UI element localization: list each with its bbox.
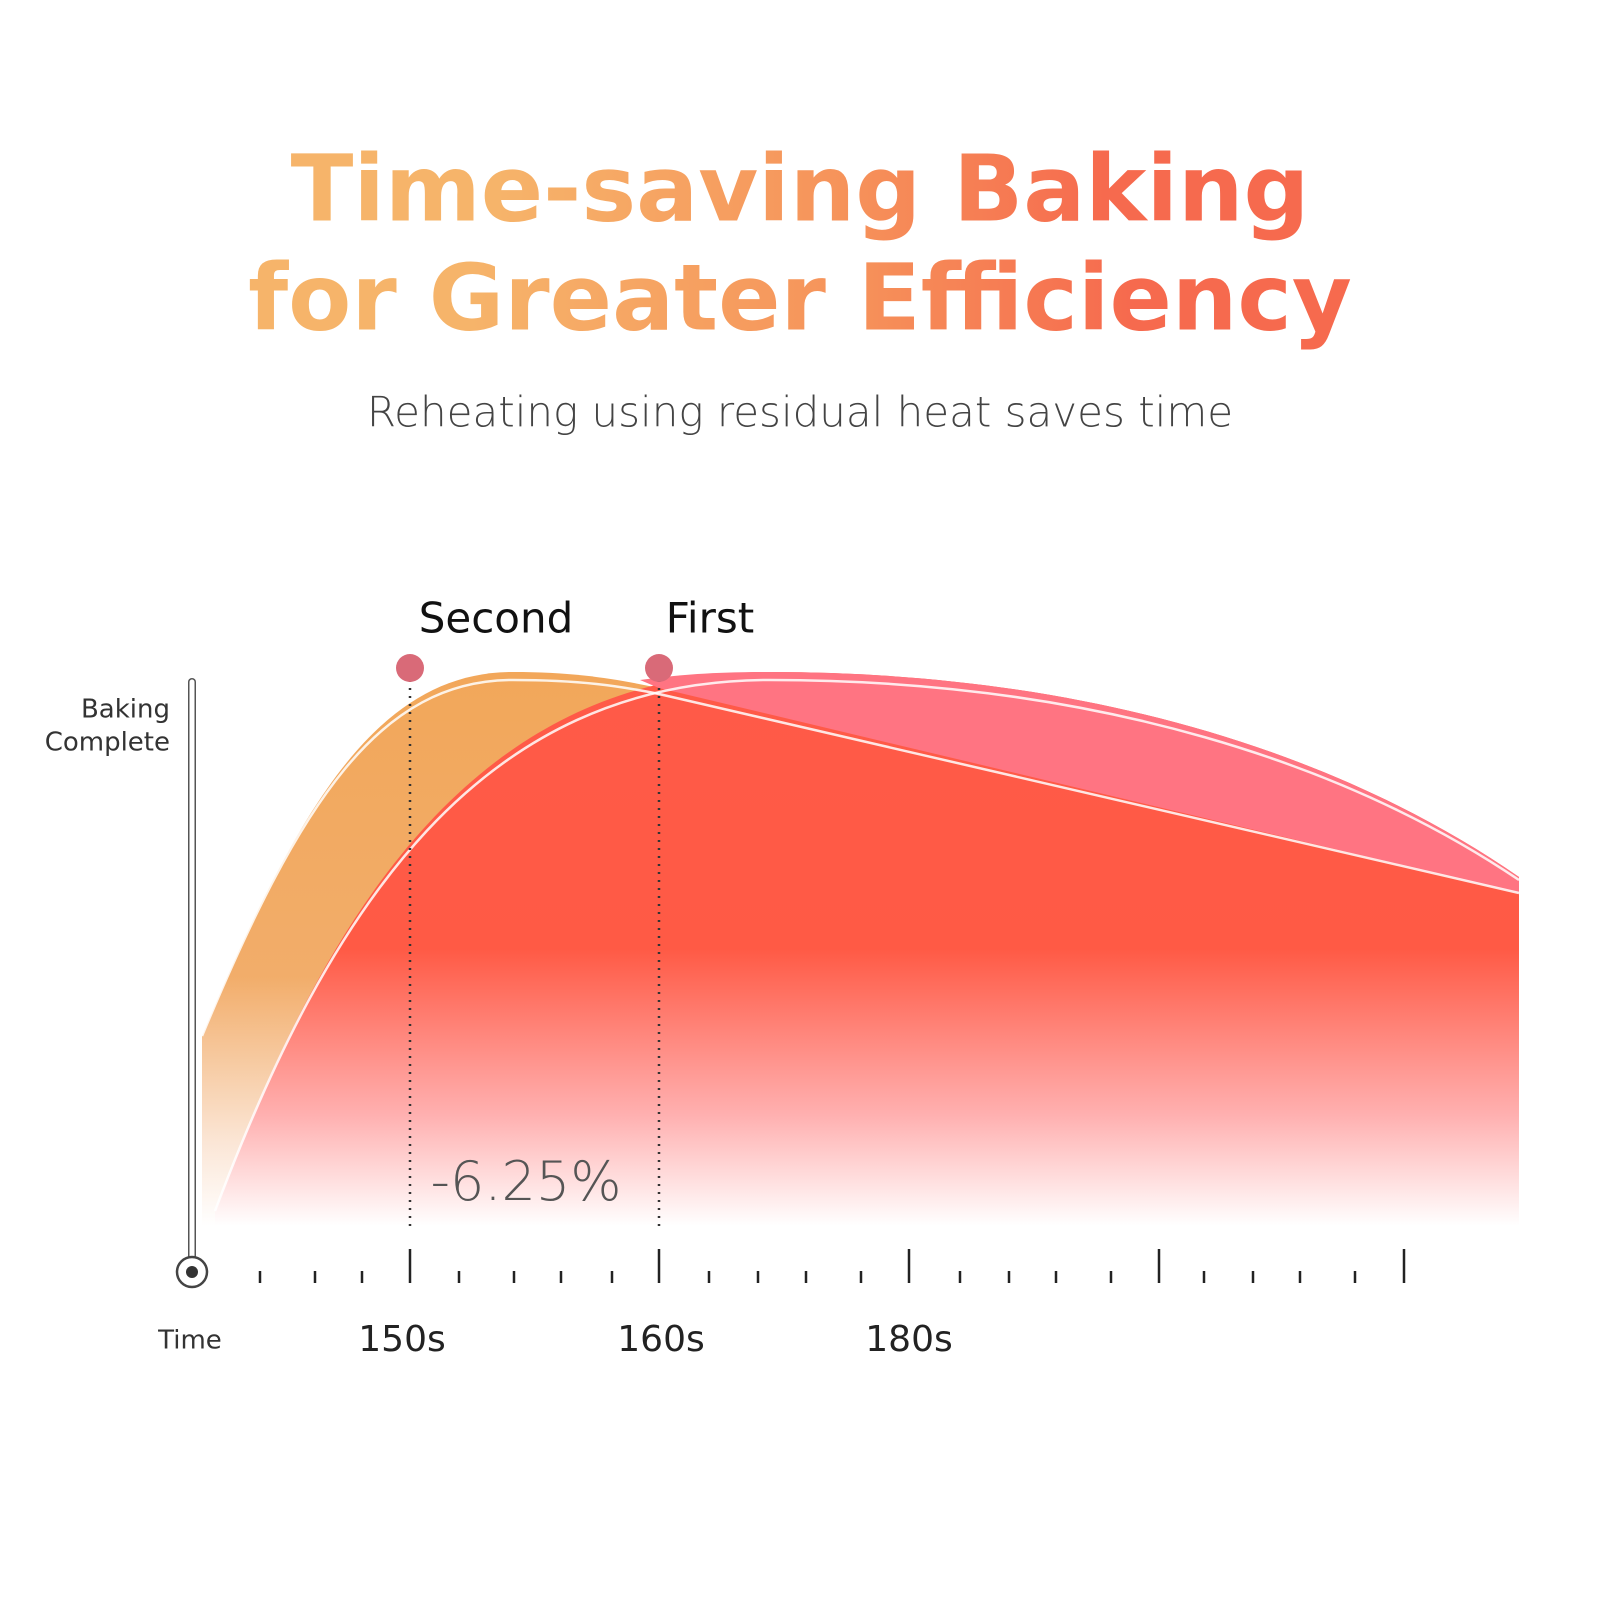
marker-label: First (666, 594, 754, 643)
tick-label: 160s (617, 1319, 704, 1360)
subtitle: Reheating using residual heat saves time (367, 388, 1233, 437)
tick-label: 150s (358, 1319, 445, 1360)
reduction-label: -6.25% (430, 1150, 621, 1213)
title: Time-saving Baking (291, 135, 1310, 242)
red-line (213, 678, 1520, 1212)
pink-area (640, 672, 1519, 893)
header: Time-saving Baking for Greater Efficienc… (248, 135, 1352, 436)
marker-dot (645, 654, 673, 682)
time-axis (258, 1249, 1406, 1283)
y-label: Baking (81, 695, 170, 725)
orange-line (200, 678, 1520, 1037)
tick-label: 180s (865, 1319, 952, 1360)
graph: Baking Complete Second First -6.25% Time… (45, 594, 1520, 1360)
y-label: Complete (45, 728, 170, 758)
x-label: Time (157, 1326, 222, 1356)
marker-label: Second (419, 594, 574, 643)
thermometer-core (186, 1266, 198, 1278)
title: for Greater Efficiency (248, 244, 1352, 351)
marker-dot (396, 654, 424, 682)
